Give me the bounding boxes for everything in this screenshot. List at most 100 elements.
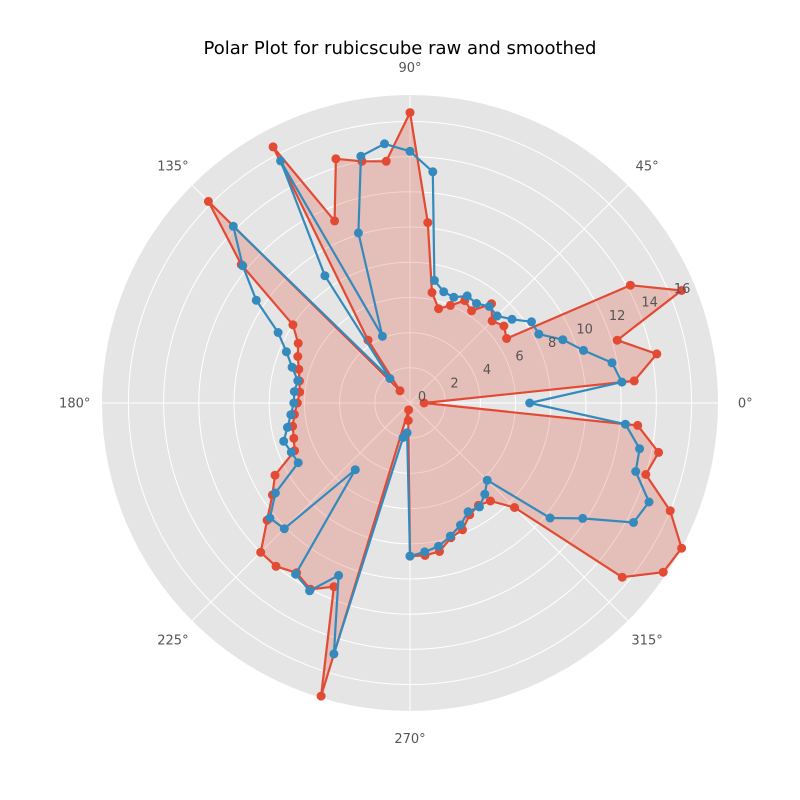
angular-gridline-225 (191, 402, 411, 622)
angular-gridline-45 (409, 184, 629, 404)
series-1-point (449, 292, 459, 302)
series-1-point (270, 488, 280, 498)
angle-tick-label: 45° (636, 159, 659, 174)
series-1-point (463, 507, 473, 517)
series-0-point (677, 543, 687, 553)
series-0-point (203, 196, 213, 206)
series-0-point (434, 304, 444, 314)
series-1-point (320, 271, 330, 281)
chart-title: Polar Plot for rubicscube raw and smooth… (203, 38, 597, 59)
series-0-point (502, 334, 512, 343)
series-1-point (293, 458, 303, 468)
angle-tick-label: 225° (157, 634, 188, 649)
series-0-point (289, 433, 299, 443)
series-0-point (293, 338, 303, 348)
series-0-point (381, 156, 391, 166)
series-1-point (305, 586, 315, 596)
series-1-point (607, 358, 617, 368)
series-0-point (665, 506, 675, 516)
series-0-point (654, 447, 664, 457)
series-0-point (677, 286, 686, 295)
radial-tick-label: 14 (641, 296, 658, 311)
series-0-point (617, 572, 627, 582)
series-1-point (472, 299, 481, 308)
series-1-point (380, 139, 389, 149)
series-0-point (612, 335, 622, 345)
radial-tick-label: 16 (674, 282, 691, 297)
series-0-point (316, 691, 326, 701)
series-1-point (334, 570, 344, 580)
series-1-point (507, 314, 517, 324)
series-1-point (293, 376, 303, 386)
series-1-point (620, 419, 630, 429)
series-0-point (330, 216, 340, 226)
series-layer (203, 108, 687, 701)
series-1-point (251, 295, 261, 305)
radial-tick-label: 10 (576, 323, 593, 338)
series-1-point (631, 467, 641, 476)
angular-gridline-315 (409, 402, 629, 622)
series-1-point (279, 436, 289, 446)
angle-tick-label: 270° (394, 732, 425, 747)
series-1-point (356, 151, 366, 161)
series-1-point (445, 531, 455, 541)
series-1-point (279, 524, 289, 534)
series-1-point (578, 513, 588, 523)
series-0-point (395, 386, 405, 396)
series-1-point (276, 156, 286, 166)
radial-tick-label: 8 (548, 336, 556, 351)
series-0-point (652, 349, 662, 359)
series-0-point (485, 496, 495, 506)
series-1-point (402, 428, 412, 438)
series-0-point (268, 142, 278, 152)
series-1-point (480, 489, 490, 499)
series-0-point (404, 405, 414, 415)
radial-tick-label: 2 (450, 377, 458, 392)
series-1-point (273, 328, 283, 337)
series-1-point (377, 331, 387, 341)
series-1-point (353, 228, 363, 238)
series-0-point (288, 320, 298, 330)
series-1-point (286, 410, 296, 420)
series-1-point (420, 547, 430, 557)
series-0-point (427, 288, 437, 297)
series-0-point (329, 582, 339, 592)
series-0-point (331, 154, 341, 164)
series-0-point (403, 416, 413, 425)
angle-tick-label: 180° (59, 397, 90, 412)
series-0-point (256, 547, 266, 557)
series-1-point (534, 329, 544, 339)
series-1-point (439, 287, 449, 297)
series-1-point (428, 167, 438, 177)
series-1-point (405, 146, 415, 156)
series-1-point (286, 447, 296, 457)
series-0-point (641, 470, 651, 479)
series-1-point (579, 345, 588, 355)
series-1-point (635, 444, 645, 454)
series-1-point (238, 261, 248, 271)
series-0-point (423, 218, 433, 228)
radial-tick-label: 4 (483, 363, 491, 378)
series-1-point (281, 347, 291, 357)
series-1-point (525, 398, 535, 408)
series-0-point (499, 321, 509, 331)
tick-labels: 0° 45° 90° 135° 180° 225° 270° 315° 0 2 4 6 8 10 12 14 1… (59, 61, 753, 747)
series-1-point (228, 221, 238, 231)
series-1-point (329, 649, 339, 659)
series-1-point (617, 377, 627, 387)
angle-tick-label: 315° (631, 634, 662, 649)
series-0-point (270, 470, 280, 480)
series-1-point (429, 275, 439, 285)
series-0-point (629, 376, 639, 386)
series-1-point (289, 398, 299, 408)
series-1-point (456, 520, 465, 530)
angle-tick-label: 135° (157, 159, 188, 174)
radial-tick-label: 6 (515, 350, 523, 365)
series-0-point (633, 420, 643, 430)
series-0-point (405, 108, 415, 118)
series-1-point (462, 291, 472, 301)
series-1-point (434, 541, 443, 551)
radial-tick-label: 0 (418, 390, 426, 405)
series-1-point (484, 301, 494, 311)
